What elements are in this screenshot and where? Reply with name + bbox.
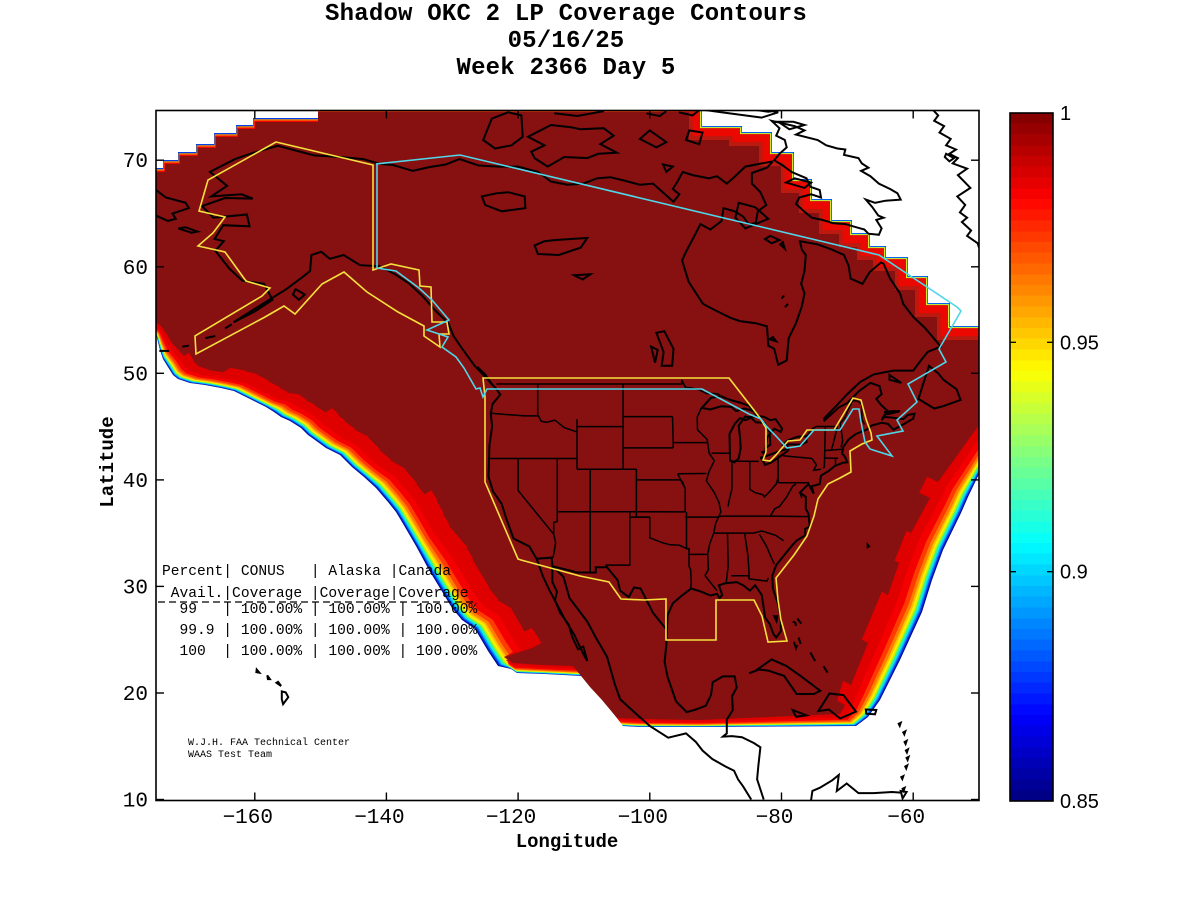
svg-text:Week 2366 Day 5: Week 2366 Day 5 bbox=[456, 55, 675, 82]
svg-text:−140: −140 bbox=[354, 807, 404, 830]
svg-text:50: 50 bbox=[123, 364, 148, 387]
svg-text:10: 10 bbox=[123, 791, 148, 814]
svg-text:Percent| CONUS | Alaska |Can: Percent| CONUS | Alaska |Canada bbox=[162, 564, 451, 580]
svg-text:Longitude: Longitude bbox=[516, 831, 619, 853]
svg-text:W.J.H. FAA Technical Center: W.J.H. FAA Technical Center bbox=[188, 737, 350, 749]
svg-text:30: 30 bbox=[123, 577, 148, 600]
svg-text:05/16/25: 05/16/25 bbox=[508, 28, 625, 55]
svg-text:99.9 | 100.00% | 100.00% | 100: 99.9 | 100.00% | 100.00% | 100.00% bbox=[162, 623, 478, 639]
svg-text:WAAS Test Team: WAAS Test Team bbox=[188, 750, 272, 761]
svg-text:Avail.|Coverage |Coverage|Cove: Avail.|Coverage |Coverage|Coverage bbox=[162, 586, 469, 602]
svg-text:0.95: 0.95 bbox=[1060, 332, 1099, 354]
svg-text:1: 1 bbox=[1060, 103, 1071, 125]
svg-text:40: 40 bbox=[123, 471, 148, 494]
svg-text:0.85: 0.85 bbox=[1060, 791, 1099, 813]
svg-text:60: 60 bbox=[123, 258, 148, 281]
svg-text:−160: −160 bbox=[223, 807, 273, 830]
svg-text:Shadow OKC 2 LP Coverage Conto: Shadow OKC 2 LP Coverage Contours bbox=[325, 1, 807, 28]
svg-text:Latitude: Latitude bbox=[97, 416, 119, 507]
svg-text:−80: −80 bbox=[756, 807, 794, 830]
svg-text:−120: −120 bbox=[486, 807, 536, 830]
svg-text:70: 70 bbox=[123, 151, 148, 174]
svg-text:99 | 100.00% | 100.00% | 100: 99 | 100.00% | 100.00% | 100.00% bbox=[162, 602, 478, 618]
svg-text:100 | 100.00% | 100.00% | 100: 100 | 100.00% | 100.00% | 100.00% bbox=[162, 644, 478, 660]
svg-text:0.9: 0.9 bbox=[1060, 562, 1088, 584]
svg-text:−60: −60 bbox=[887, 807, 925, 830]
svg-text:−100: −100 bbox=[618, 807, 668, 830]
svg-text:20: 20 bbox=[123, 684, 148, 707]
